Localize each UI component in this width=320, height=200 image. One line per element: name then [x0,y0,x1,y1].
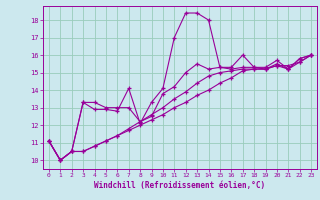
X-axis label: Windchill (Refroidissement éolien,°C): Windchill (Refroidissement éolien,°C) [94,181,266,190]
